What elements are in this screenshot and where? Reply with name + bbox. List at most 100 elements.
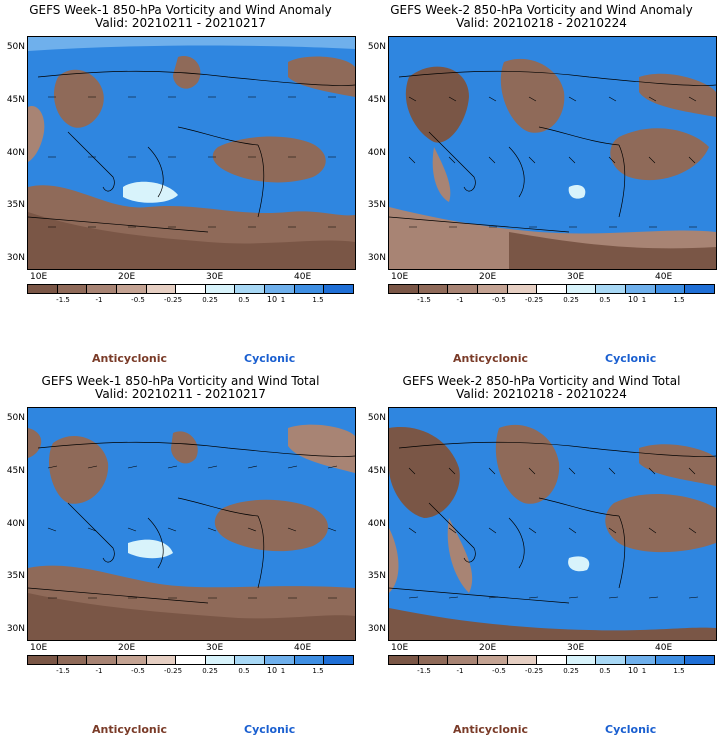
colorbar-swatch xyxy=(146,285,177,293)
colorbar xyxy=(27,284,354,294)
colorbar-swatch xyxy=(116,285,147,293)
vorticity-map xyxy=(27,407,356,641)
colorbar-unit: 10 xyxy=(627,295,639,304)
lon-label: 20E xyxy=(118,643,136,653)
lat-label: 30N xyxy=(6,253,25,263)
colorbar-tick: -0.5 xyxy=(492,667,506,675)
colorbar-tick: 0.5 xyxy=(599,667,611,675)
lat-label: 45N xyxy=(367,466,386,476)
lon-label: 20E xyxy=(479,643,497,653)
colorbar-tick: 0.5 xyxy=(238,296,250,304)
lat-label: 50N xyxy=(367,42,386,52)
lon-label: 10E xyxy=(30,272,48,282)
lat-label: 30N xyxy=(6,624,25,634)
colorbar-tick: 0.5 xyxy=(599,296,611,304)
colorbar-swatch xyxy=(448,285,478,293)
colorbar-tick: -1 xyxy=(456,296,464,304)
colorbar-swatch xyxy=(265,285,295,293)
colorbar-swatch xyxy=(87,656,117,664)
colorbar-tick: 0.25 xyxy=(202,296,218,304)
colorbar-tick: -1 xyxy=(95,296,103,304)
colorbar-swatch xyxy=(265,656,295,664)
lon-label: 30E xyxy=(206,272,224,282)
panel-title: GEFS Week-1 850-hPa Vorticity and Wind A… xyxy=(29,3,332,17)
colorbar-tick: 1 xyxy=(280,296,286,304)
lon-label: 40E xyxy=(655,643,673,653)
colorbar-swatch xyxy=(477,656,508,664)
lon-label: 10E xyxy=(391,272,409,282)
colorbar-swatch xyxy=(507,285,538,293)
anticyclonic-label: Anticyclonic xyxy=(453,352,529,365)
lon-label: 20E xyxy=(479,272,497,282)
panel-valid-date: Valid: 20210211 - 20210217 xyxy=(95,16,266,30)
colorbar-swatch xyxy=(389,656,419,664)
colorbar xyxy=(27,655,354,665)
colorbar-tick: -1.5 xyxy=(417,296,431,304)
colorbar-swatch xyxy=(537,285,567,293)
colorbar-swatch xyxy=(477,285,508,293)
colorbar-tick: -0.5 xyxy=(492,296,506,304)
colorbar-swatch xyxy=(57,285,88,293)
lat-label: 35N xyxy=(367,200,386,210)
colorbar-tick: 1 xyxy=(641,296,647,304)
lat-label: 30N xyxy=(367,624,386,634)
colorbar-tick: 1.5 xyxy=(673,296,685,304)
colorbar-swatch xyxy=(324,285,354,293)
vorticity-map xyxy=(27,36,356,270)
colorbar-tick: 0.25 xyxy=(202,667,218,675)
colorbar-swatch xyxy=(566,285,597,293)
colorbar-swatch xyxy=(507,656,538,664)
lat-label: 40N xyxy=(367,148,386,158)
panel-week2-total: GEFS Week-2 850-hPa Vorticity and Wind T… xyxy=(361,371,722,742)
colorbar-swatch xyxy=(566,656,597,664)
anticyclonic-label: Anticyclonic xyxy=(92,723,168,736)
colorbar-swatch xyxy=(176,285,206,293)
cyclonic-label: Cyclonic xyxy=(605,352,657,365)
colorbar-swatch xyxy=(626,656,656,664)
panel-valid-date: Valid: 20210211 - 20210217 xyxy=(95,387,266,401)
colorbar-swatch xyxy=(685,285,715,293)
colorbar-swatch xyxy=(294,656,325,664)
colorbar-swatch xyxy=(116,656,147,664)
lat-label: 45N xyxy=(6,466,25,476)
colorbar xyxy=(388,655,715,665)
colorbar-unit: 10 xyxy=(266,295,278,304)
colorbar-swatch xyxy=(28,656,58,664)
lon-label: 10E xyxy=(30,643,48,653)
colorbar-tick: -1 xyxy=(95,667,103,675)
colorbar-swatch xyxy=(418,285,449,293)
lon-label: 10E xyxy=(391,643,409,653)
panel-week1-total: GEFS Week-1 850-hPa Vorticity and Wind T… xyxy=(0,371,361,742)
colorbar-tick: -0.25 xyxy=(524,667,544,675)
colorbar-tick: -1.5 xyxy=(56,296,70,304)
cyclonic-label: Cyclonic xyxy=(244,352,296,365)
colorbar-tick: 1.5 xyxy=(673,667,685,675)
colorbar-tick: -1.5 xyxy=(417,667,431,675)
colorbar-unit: 10 xyxy=(627,666,639,675)
anticyclonic-label: Anticyclonic xyxy=(453,723,529,736)
lon-label: 30E xyxy=(567,643,585,653)
lon-label: 30E xyxy=(567,272,585,282)
colorbar-tick: 0.5 xyxy=(238,667,250,675)
colorbar-tick: -1 xyxy=(456,667,464,675)
lat-label: 50N xyxy=(367,413,386,423)
colorbar-tick: 1.5 xyxy=(312,296,324,304)
colorbar-swatch xyxy=(537,656,567,664)
colorbar-swatch xyxy=(655,656,686,664)
panel-title: GEFS Week-2 850-hPa Vorticity and Wind A… xyxy=(390,3,693,17)
colorbar-swatch xyxy=(324,656,354,664)
colorbar-tick: 1 xyxy=(280,667,286,675)
colorbar-swatch xyxy=(626,285,656,293)
lon-label: 40E xyxy=(294,272,312,282)
colorbar-tick: -0.5 xyxy=(131,667,145,675)
colorbar-swatch xyxy=(596,285,627,293)
colorbar-tick: 1.5 xyxy=(312,667,324,675)
colorbar-swatch xyxy=(596,656,627,664)
colorbar-swatch xyxy=(655,285,686,293)
lat-label: 40N xyxy=(6,148,25,158)
lat-label: 50N xyxy=(6,413,25,423)
panel-title: GEFS Week-1 850-hPa Vorticity and Wind T… xyxy=(41,374,320,388)
colorbar-tick: -0.25 xyxy=(163,296,183,304)
colorbar-swatch xyxy=(57,656,88,664)
colorbar-swatch xyxy=(294,285,325,293)
